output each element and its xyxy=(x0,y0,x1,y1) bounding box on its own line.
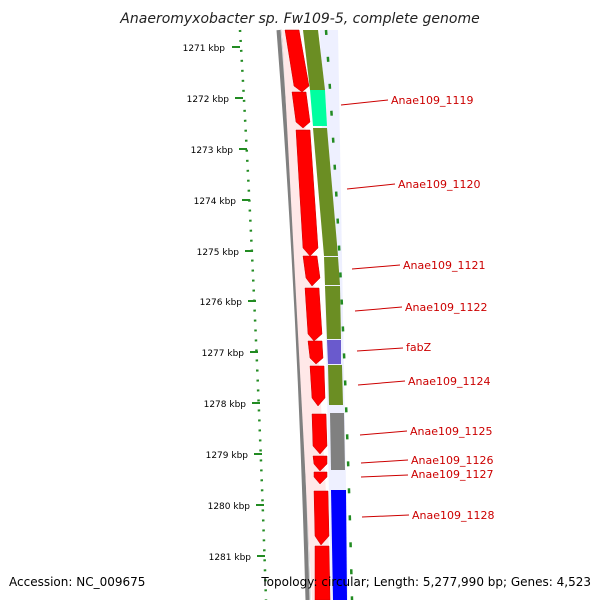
label-leader-line xyxy=(360,459,409,464)
tick-label: 1279 kbp xyxy=(206,451,249,461)
gene-label[interactable]: fabZ xyxy=(406,341,432,354)
feature-grey-bar[interactable] xyxy=(330,413,345,470)
label-leader-line xyxy=(361,514,410,518)
gene-arrow[interactable] xyxy=(309,365,326,407)
gene-arrow[interactable] xyxy=(302,255,321,287)
gene-arrow[interactable] xyxy=(284,29,310,93)
outer-dotted-ring xyxy=(238,29,268,600)
tick-label: 1271 kbp xyxy=(183,44,226,54)
label-leader-line xyxy=(354,306,403,312)
gene-arrow[interactable] xyxy=(313,490,330,546)
gene-arrow[interactable] xyxy=(313,471,328,485)
inner-dotted-ring xyxy=(324,29,354,600)
gene-label[interactable]: Anae109_1126 xyxy=(411,454,494,467)
tick-label: 1277 kbp xyxy=(202,349,245,359)
tick-label: 1281 kbp xyxy=(209,553,252,563)
forward-strand-features xyxy=(282,29,332,600)
feature-olive-bar[interactable] xyxy=(313,128,338,256)
map-title: Anaeromyxobacter sp. Fw109-5, complete g… xyxy=(119,11,479,27)
gene-arrow[interactable] xyxy=(311,413,328,455)
gene-labels: Anae109_1119 Anae109_1120 Anae109_1121 A… xyxy=(340,94,495,522)
gene-label[interactable]: Anae109_1121 xyxy=(403,259,486,272)
tick-label: 1280 kbp xyxy=(208,502,251,512)
feature-blue-bar[interactable] xyxy=(331,490,347,600)
genome-summary-text: Topology: circular; Length: 5,277,990 bp… xyxy=(260,575,591,589)
gene-arrow[interactable] xyxy=(295,129,319,257)
label-leader-line xyxy=(356,347,404,352)
tick-label: 1274 kbp xyxy=(194,197,237,207)
gene-label[interactable]: Anae109_1127 xyxy=(411,468,494,481)
accession-text: Accession: NC_009675 xyxy=(9,575,145,589)
gene-label[interactable]: Anae109_1119 xyxy=(391,94,474,107)
tick-label: 1275 kbp xyxy=(197,248,240,258)
feature-purple-bar[interactable] xyxy=(327,340,341,364)
feature-bars xyxy=(303,30,348,600)
outer-dotted-ring-path xyxy=(238,29,268,600)
gene-arrow[interactable] xyxy=(304,287,323,342)
gene-arrow[interactable] xyxy=(312,455,328,472)
gene-label[interactable]: Anae109_1120 xyxy=(398,178,481,191)
tick-label: 1276 kbp xyxy=(200,298,243,308)
label-leader-line xyxy=(340,99,389,106)
scale-ticks: 1271 kbp 1272 kbp 1273 kbp 1274 kbp 1275… xyxy=(183,44,265,563)
label-leader-line xyxy=(360,474,409,478)
gene-label[interactable]: Anae109_1122 xyxy=(405,301,488,314)
feature-olive-bar[interactable] xyxy=(328,365,343,405)
feature-olive-bar[interactable] xyxy=(325,286,341,339)
label-leader-line xyxy=(357,380,406,386)
label-leader-line xyxy=(359,430,408,436)
gene-label[interactable]: Anae109_1125 xyxy=(410,425,493,438)
gene-label[interactable]: Anae109_1128 xyxy=(412,509,495,522)
tick-label: 1273 kbp xyxy=(191,146,234,156)
tick-label: 1278 kbp xyxy=(204,400,247,410)
tick-label: 1272 kbp xyxy=(187,95,230,105)
feature-olive-bar[interactable] xyxy=(303,30,325,90)
gene-arrow[interactable] xyxy=(307,340,324,365)
gene-arrow[interactable] xyxy=(314,545,331,600)
label-leader-line xyxy=(346,183,396,190)
gene-arrow[interactable] xyxy=(291,91,311,129)
feature-cyan-bar[interactable] xyxy=(310,90,327,126)
feature-olive-bar[interactable] xyxy=(324,257,340,285)
label-leader-line xyxy=(351,264,401,270)
gene-label[interactable]: Anae109_1124 xyxy=(408,375,491,388)
